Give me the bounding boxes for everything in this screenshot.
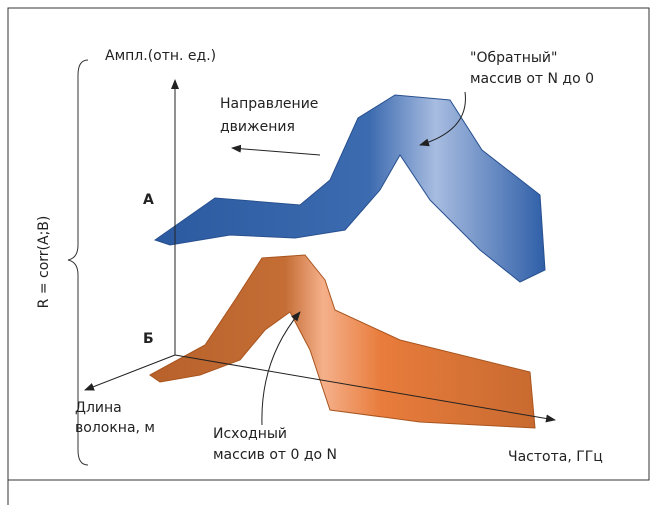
frequency-label: Частота, ГГц <box>508 449 603 465</box>
diagram: R = corr(A;B) Ампл.(отн. ед.) Частота, Г… <box>0 0 657 505</box>
surface-b <box>150 255 535 428</box>
direction-arrow <box>232 148 320 155</box>
surface-b-label: Б <box>143 331 154 347</box>
surface-b-note: массив от 0 до N <box>213 447 337 463</box>
surface-a <box>155 95 545 282</box>
surface-a-note: массив от N до 0 <box>470 71 594 87</box>
surface-a-label: А <box>143 192 154 208</box>
length-label: волокна, м <box>75 420 155 436</box>
length-label: Длина <box>75 400 122 416</box>
amplitude-label: Ампл.(отн. ед.) <box>105 48 216 64</box>
surface-b-note: Исходный <box>213 426 287 442</box>
surface-a-note: "Обратный" <box>470 50 557 66</box>
direction-label: Направление <box>220 96 318 112</box>
correlation: R = corr(A;B) <box>36 216 52 309</box>
callout-b <box>262 312 300 425</box>
direction-label: движения <box>220 119 295 135</box>
